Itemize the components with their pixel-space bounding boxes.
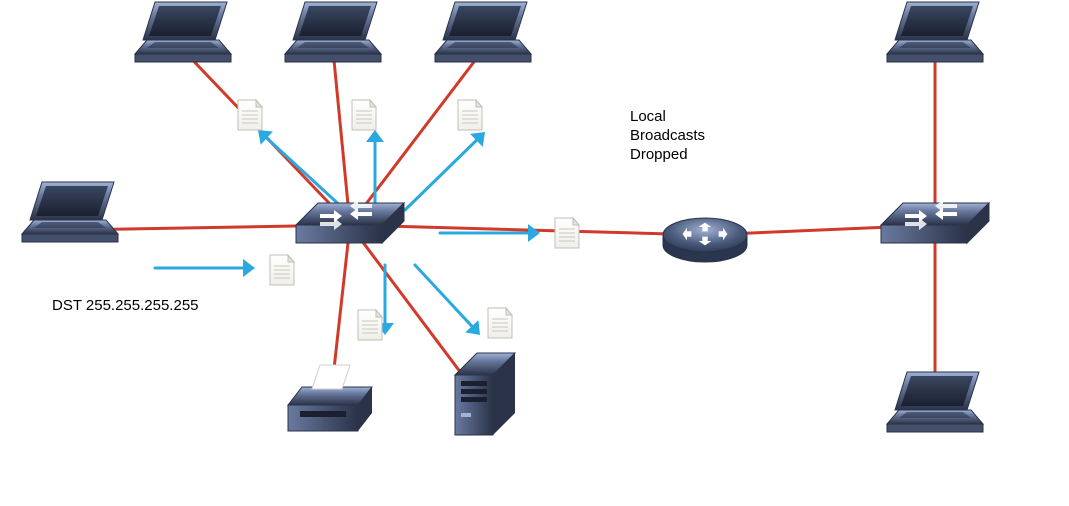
packet-icon xyxy=(270,255,294,285)
switch2-switch xyxy=(881,200,989,243)
laptopT3-laptop xyxy=(435,2,531,62)
laptopT1-laptop xyxy=(135,2,231,62)
laptopR2-laptop xyxy=(887,372,983,432)
switch1-switch xyxy=(296,200,404,243)
router-router xyxy=(663,218,747,262)
broadcast-arrow xyxy=(155,259,255,277)
packet-icon xyxy=(352,100,376,130)
broadcast-arrow xyxy=(258,130,345,210)
packet-icon xyxy=(458,100,482,130)
packet-icon xyxy=(238,100,262,130)
printer-printer xyxy=(288,365,372,431)
network-link xyxy=(333,50,350,225)
laptopR1-laptop xyxy=(887,2,983,62)
label-dst: DST 255.255.255.255 xyxy=(52,297,199,316)
laptopT2-laptop xyxy=(285,2,381,62)
broadcast-arrow xyxy=(366,130,384,205)
device-layer xyxy=(22,2,989,435)
packet-icon xyxy=(358,310,382,340)
packet-icon xyxy=(555,218,579,248)
server-server xyxy=(455,353,515,435)
laptopSrc-laptop xyxy=(22,182,118,242)
packet-icon xyxy=(488,308,512,338)
label-dropped: Local Broadcasts Dropped xyxy=(630,108,705,164)
broadcast-arrow xyxy=(405,132,485,210)
